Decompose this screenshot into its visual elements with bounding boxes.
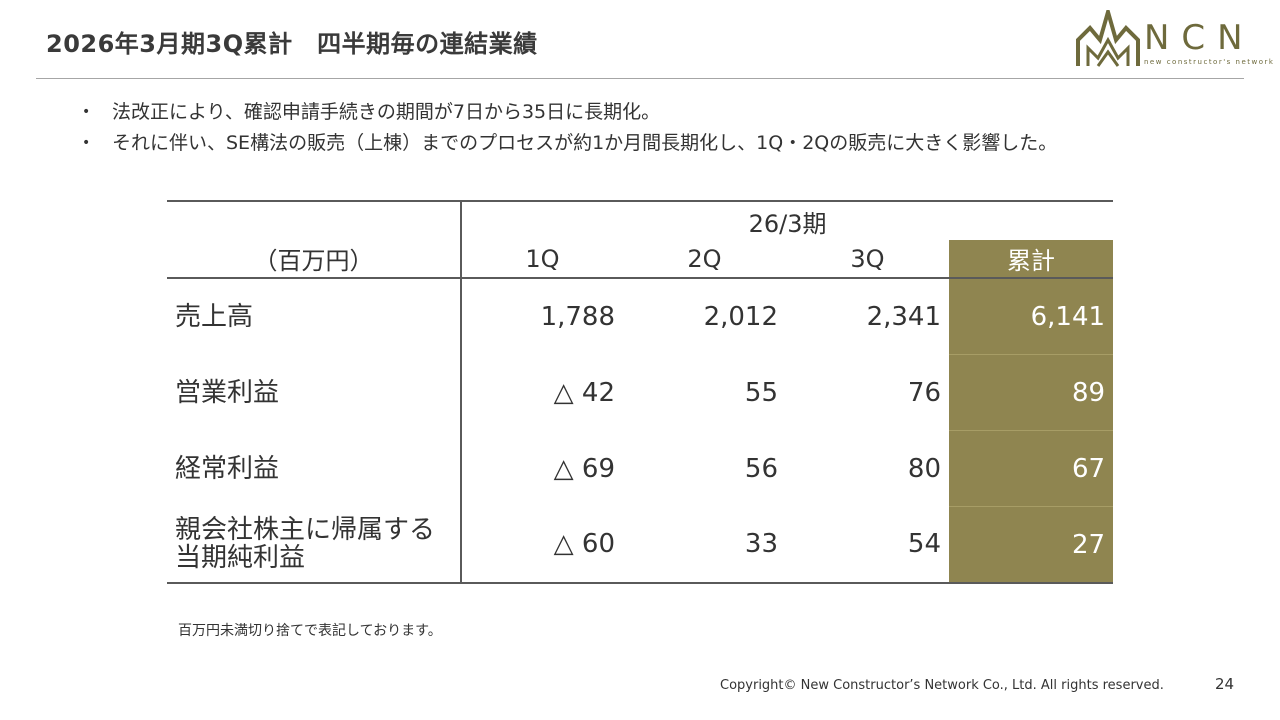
bullet-text: それに伴い、SE構法の販売（上棟）までのプロセスが約1か月間長期化し、1Q・2Q… — [112, 132, 1058, 154]
bullet-item: • 法改正により、確認申請手続きの期間が7日から35日に長期化。 — [82, 97, 1057, 128]
row-label-ordinary-profit: 経常利益 — [167, 430, 462, 507]
table-row: 親会社株主に帰属する 当期純利益 △ 60 33 54 27 — [167, 506, 1114, 584]
page-number: 24 — [1215, 675, 1235, 693]
footnote: 百万円未満切り捨てで表記しております。 — [178, 623, 442, 639]
copyright-text: Copyright© New Constructor’s Network Co.… — [720, 678, 1164, 693]
logo-mark-icon — [1076, 10, 1140, 67]
period-header: 26/3期 — [461, 200, 1114, 240]
slide-title: 2026年3月期3Q累計 四半期毎の連結業績 — [46, 30, 538, 58]
cell-value-cumulative: 6,141 — [949, 277, 1114, 355]
logo-tagline: new constructor's network — [1144, 58, 1275, 66]
cell-value: △ 42 — [553, 377, 615, 408]
cell-value: 1,788 — [540, 301, 615, 332]
cell-value: 33 — [623, 506, 786, 584]
bullet-item: • それに伴い、SE構法の販売（上棟）までのプロセスが約1か月間長期化し、1Q・2… — [82, 128, 1057, 159]
unit-label: （百万円） — [167, 240, 462, 279]
table-period-row: 26/3期 — [167, 200, 1114, 240]
cell-value: 56 — [744, 453, 778, 484]
table-header-row: （百万円） 1Q 2Q 3Q 累計 — [167, 240, 1114, 279]
cell-value: 80 — [907, 453, 941, 484]
column-header-3q: 3Q — [786, 240, 949, 279]
cell-value: △ 69 — [553, 453, 615, 484]
row-label-line: 当期純利益 — [175, 543, 306, 574]
row-label-operating-profit: 営業利益 — [167, 354, 462, 431]
cell-value: 2,341 — [866, 301, 941, 332]
column-header-2q: 2Q — [623, 240, 786, 279]
bullet-dot-icon: • — [82, 104, 91, 120]
quarterly-results-table: 26/3期 （百万円） 1Q 2Q 3Q 累計 売上高 1,788 2,012 … — [167, 200, 1114, 584]
row-label-net-sales: 売上高 — [167, 278, 462, 355]
ncn-logo: NCN new constructor's network — [1074, 10, 1273, 72]
cell-value: 55 — [744, 377, 778, 408]
cell-value-cumulative: 89 — [949, 354, 1114, 431]
table-row: 営業利益 △ 42 55 76 89 — [167, 354, 1114, 431]
cell-value: 54 — [786, 506, 949, 584]
cell-value: 76 — [907, 377, 941, 408]
bullet-dot-icon: • — [82, 135, 91, 151]
cell-value-cumulative: 67 — [949, 430, 1114, 507]
cell-value-cumulative: 27 — [949, 506, 1114, 584]
bullet-text: 法改正により、確認申請手続きの期間が7日から35日に長期化。 — [112, 101, 661, 123]
table-row: 売上高 1,788 2,012 2,341 6,141 — [167, 277, 1114, 355]
title-divider — [36, 78, 1244, 79]
bullet-list: • 法改正により、確認申請手続きの期間が7日から35日に長期化。 • それに伴い、S… — [82, 97, 1057, 159]
row-label-line: 親会社株主に帰属する — [175, 515, 436, 546]
table-row: 経常利益 △ 69 56 80 67 — [167, 430, 1114, 507]
row-label-net-income: 親会社株主に帰属する 当期純利益 — [167, 506, 462, 584]
column-header-cumulative: 累計 — [949, 240, 1114, 279]
cell-value: 2,012 — [703, 301, 778, 332]
cell-value: △ 60 — [461, 506, 623, 584]
logo-letters: NCN — [1144, 18, 1255, 58]
column-header-1q: 1Q — [461, 240, 623, 279]
